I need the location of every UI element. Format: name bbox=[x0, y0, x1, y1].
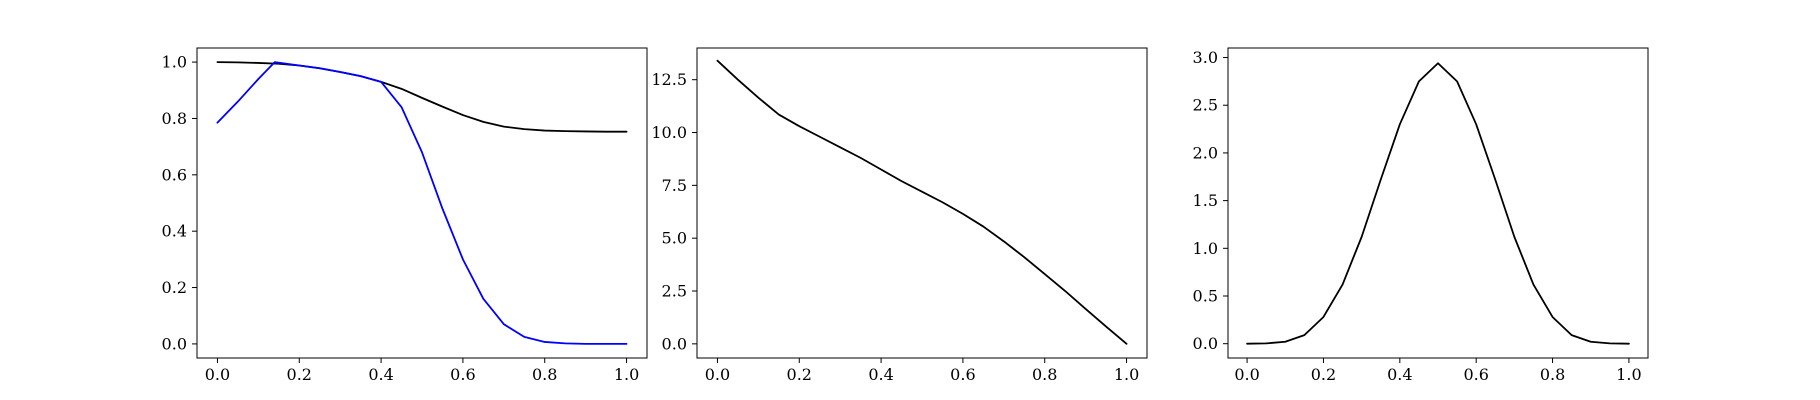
y-tick-label: 1.5 bbox=[1193, 191, 1218, 210]
x-tick-label: 0.4 bbox=[868, 365, 893, 384]
plot-frame bbox=[696, 47, 1148, 359]
y-tick-label: 0.2 bbox=[162, 278, 187, 297]
y-tick-label: 2.0 bbox=[1193, 143, 1218, 162]
x-tick-label: 0.2 bbox=[287, 365, 312, 384]
y-tick-label: 0.0 bbox=[1193, 334, 1218, 353]
series-line-1-2 bbox=[216, 61, 628, 345]
x-tick-label: 0.8 bbox=[532, 365, 557, 384]
y-tick-label: 3.0 bbox=[1193, 48, 1218, 67]
x-tick-label: 0.6 bbox=[950, 365, 975, 384]
x-tick-label: 0.0 bbox=[205, 365, 230, 384]
y-tick-label: 0.8 bbox=[162, 109, 187, 128]
chart-panel-2: 0.0 0.2 0.4 0.6 0.8 1.0 0.0 2.5 5.0 7.5 10.0 12.5 bbox=[651, 47, 1148, 384]
y-tick-label: 1.0 bbox=[1193, 239, 1218, 258]
x-tick-label: 1.0 bbox=[614, 365, 639, 384]
x-tick-label: 0.0 bbox=[705, 365, 730, 384]
x-tick-label: 0.4 bbox=[368, 365, 393, 384]
x-tick-label: 1.0 bbox=[1616, 365, 1641, 384]
x-tick-label: 0.4 bbox=[1387, 365, 1412, 384]
chart-panel-1: 0.0 0.2 0.4 0.6 0.8 1.0 0.0 0.2 0.4 0.6 0.8 1.0 bbox=[162, 47, 648, 384]
y-tick-label: 2.5 bbox=[662, 282, 687, 301]
series-line-3-1 bbox=[1246, 62, 1630, 345]
series-line-2-1 bbox=[716, 59, 1128, 345]
y-tick-label: 0.0 bbox=[162, 334, 187, 353]
chart-panel-3: 0.0 0.2 0.4 0.6 0.8 1.0 0.0 0.5 1.0 1.5 2.0 2.5 3.0 bbox=[1193, 47, 1649, 384]
plot-frame bbox=[1227, 47, 1649, 359]
y-tick-label: 0.0 bbox=[662, 334, 687, 353]
y-tick-label: 0.4 bbox=[162, 222, 187, 241]
x-tick-label: 0.6 bbox=[1463, 365, 1488, 384]
series-line-1-1 bbox=[216, 61, 628, 133]
y-tick-label: 7.5 bbox=[662, 176, 687, 195]
x-tick-label: 1.0 bbox=[1114, 365, 1139, 384]
x-tick-label: 0.6 bbox=[450, 365, 475, 384]
y-tick-label: 12.5 bbox=[651, 70, 687, 89]
x-tick-label: 0.2 bbox=[1311, 365, 1336, 384]
x-tick-label: 0.8 bbox=[1032, 365, 1057, 384]
x-tick-label: 0.0 bbox=[1234, 365, 1259, 384]
x-tick-label: 0.8 bbox=[1540, 365, 1565, 384]
y-tick-label: 2.5 bbox=[1193, 96, 1218, 115]
plot-frame bbox=[196, 47, 648, 359]
y-tick-label: 1.0 bbox=[162, 53, 187, 72]
x-tick-label: 0.2 bbox=[787, 365, 812, 384]
y-tick-label: 0.5 bbox=[1193, 287, 1218, 306]
y-tick-label: 10.0 bbox=[651, 123, 687, 142]
y-tick-label: 5.0 bbox=[662, 229, 687, 248]
y-tick-label: 0.6 bbox=[162, 165, 187, 184]
